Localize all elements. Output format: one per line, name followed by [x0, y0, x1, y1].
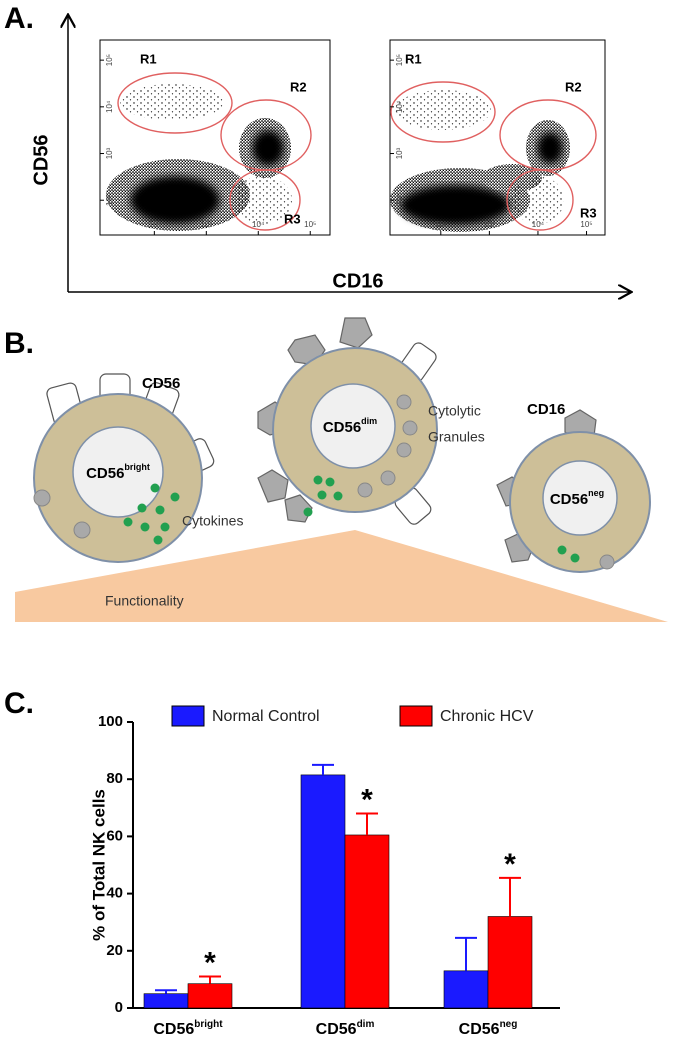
category-name: CD56	[153, 1021, 194, 1038]
category-sup: dim	[357, 1019, 375, 1030]
bar	[487, 916, 533, 1009]
receptor-label: CD56	[142, 375, 180, 392]
bar	[143, 993, 189, 1009]
gate	[506, 169, 574, 231]
cell-label: CD56neg	[550, 488, 604, 508]
cell-neg	[496, 409, 651, 573]
x-tick-label: CD56neg	[459, 1019, 518, 1039]
gate-label: R3	[580, 205, 597, 220]
category-sup: bright	[194, 1019, 223, 1030]
x-tick-label: CD56dim	[316, 1019, 375, 1039]
functionality-gradient	[15, 530, 668, 622]
x-axis-title: CD16	[332, 270, 383, 292]
y-tick-label: 0	[115, 999, 123, 1016]
y-tick-label: 10³	[105, 147, 114, 159]
legend-label: Normal Control	[212, 708, 320, 725]
gate-label: R2	[290, 79, 307, 94]
y-tick-label: 10³	[395, 147, 404, 159]
panel-label: C.	[4, 687, 34, 720]
legend-swatch	[171, 705, 205, 727]
gate	[229, 169, 301, 231]
x-tick-label: 10⁴	[252, 220, 265, 229]
error-bar	[455, 936, 477, 971]
cell-dim	[257, 317, 438, 525]
gate-label: R1	[140, 51, 157, 66]
y-tick-label: 10⁵	[105, 54, 114, 66]
cloud	[400, 185, 510, 225]
y-tick-label: 10²	[105, 194, 114, 206]
category-sup: neg	[500, 1019, 518, 1030]
flow-plot: R1 R2 R3	[99, 39, 331, 236]
granules-label: Cytolytic	[428, 403, 481, 419]
y-tick-label: 10²	[395, 194, 404, 206]
error-bar	[356, 812, 378, 835]
y-tick-label: 10⁴	[395, 100, 404, 113]
receptor-label: CD16	[527, 401, 565, 418]
cell-name: CD56	[86, 465, 124, 482]
cell-label: CD56bright	[86, 462, 150, 482]
gate-label: R2	[565, 79, 582, 94]
error-bar	[199, 975, 221, 984]
flow-plot: R1 R2 R3	[389, 39, 606, 236]
panel-label: B.	[4, 327, 34, 360]
significance-marker: *	[504, 848, 516, 881]
significance-marker: *	[361, 783, 373, 816]
x-tick-label: 10⁵	[580, 220, 592, 229]
y-tick-label: 10⁵	[395, 54, 404, 66]
legend-label: Chronic HCV	[440, 708, 534, 725]
y-tick-label: 10⁴	[105, 100, 114, 113]
x-tick-label: 10⁴	[532, 220, 545, 229]
gate	[499, 99, 597, 171]
cell-sup: neg	[588, 488, 604, 498]
y-tick-label: 40	[106, 885, 123, 902]
error-bar	[155, 989, 177, 994]
cytokines-label: Cytokines	[182, 513, 243, 529]
cell-bright	[33, 373, 215, 563]
x-tick-label: 10³	[484, 220, 496, 229]
bar	[443, 970, 489, 1009]
x-tick-label: 10³	[201, 220, 213, 229]
bar	[300, 774, 346, 1009]
cloud	[512, 176, 564, 224]
legend-swatch	[399, 705, 433, 727]
cloud	[120, 84, 224, 120]
gate-label: R1	[405, 51, 422, 66]
y-tick-label: 100	[98, 713, 123, 730]
gate-label: R3	[284, 211, 301, 226]
y-axis-title: % of Total NK cells	[89, 789, 108, 941]
category-name: CD56	[459, 1021, 500, 1038]
cell-name: CD56	[550, 491, 588, 508]
bar	[344, 834, 390, 1009]
significance-marker: *	[204, 946, 216, 979]
gradient-label: Functionality	[105, 593, 184, 609]
granules-label: Granules	[428, 429, 485, 445]
gate	[390, 81, 496, 143]
x-tick-label: 10²	[149, 220, 161, 229]
cell-sup: dim	[361, 416, 377, 426]
error-bar	[312, 763, 334, 775]
cloud	[252, 130, 284, 166]
x-tick-label: 10²	[435, 220, 447, 229]
y-tick-label: 20	[106, 942, 123, 959]
x-tick-label: CD56bright	[153, 1019, 223, 1039]
category-name: CD56	[316, 1021, 357, 1038]
cloud	[130, 176, 220, 224]
x-tick-label: 10⁵	[304, 220, 316, 229]
cloud	[395, 90, 491, 130]
cell-label: CD56dim	[323, 416, 377, 436]
panel-label: A.	[4, 2, 34, 35]
y-axis-title: CD56	[30, 134, 52, 185]
cloud	[537, 132, 563, 164]
y-tick-label: 80	[106, 770, 123, 787]
y-tick-label: 60	[106, 827, 123, 844]
cloud	[232, 176, 292, 224]
gate	[117, 72, 233, 134]
cell-name: CD56	[323, 419, 361, 436]
cell-sup: bright	[124, 462, 150, 472]
error-bar	[499, 876, 521, 917]
bar	[187, 983, 233, 1009]
